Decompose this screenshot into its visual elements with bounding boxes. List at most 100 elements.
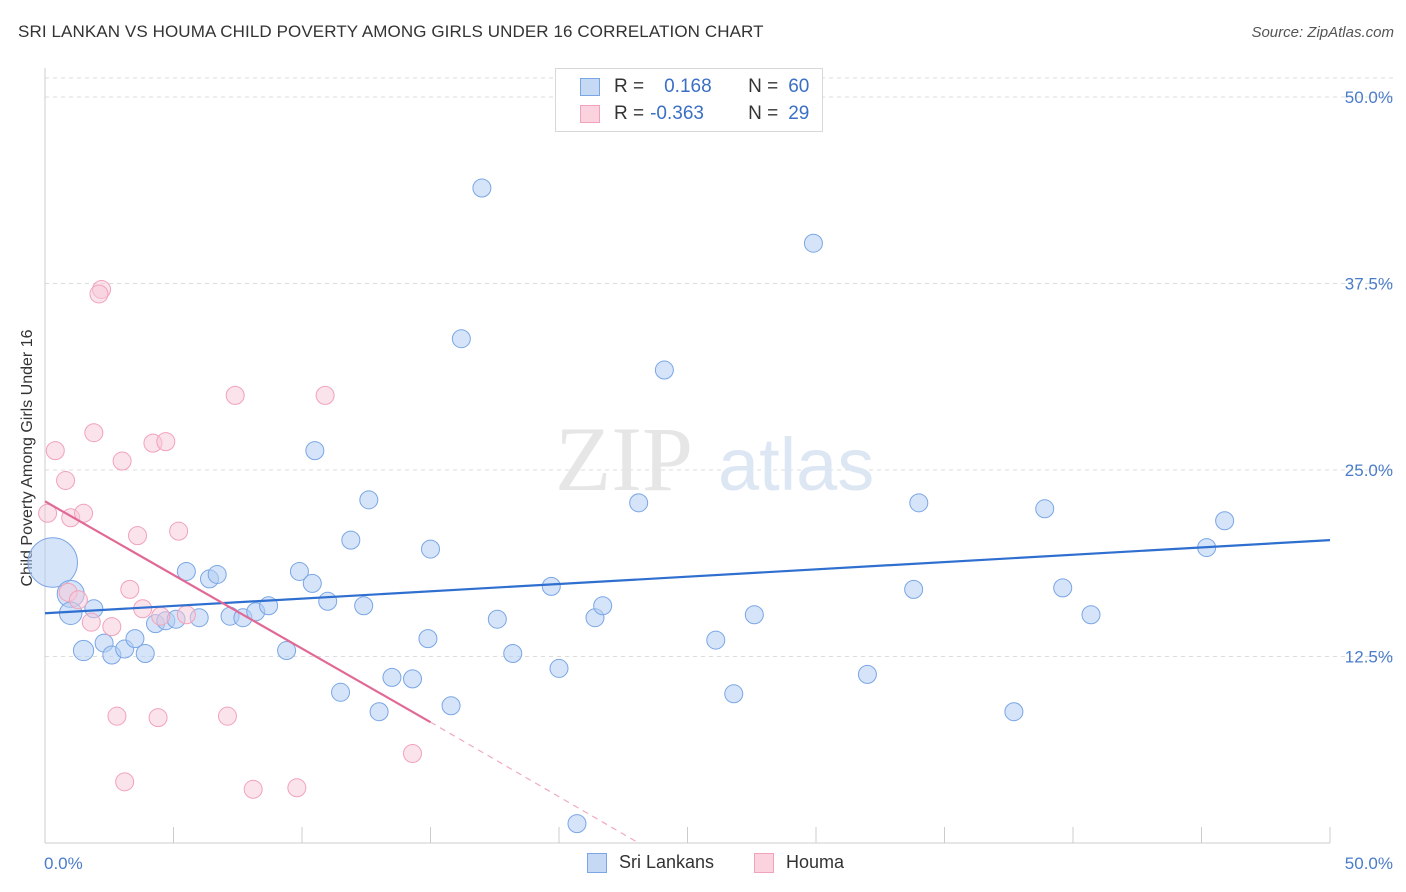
sri-lankans-point [125, 629, 145, 649]
sri-lankans-point [593, 596, 613, 616]
y-tick-label: 50.0% [1345, 88, 1393, 107]
sri-lankans-point [403, 669, 423, 689]
houma-point [45, 441, 65, 461]
grid-lines [45, 77, 1394, 657]
x-tick-label: 0.0% [44, 854, 83, 873]
houma-point [38, 503, 58, 523]
houma-point [120, 579, 140, 599]
houma-point [128, 526, 148, 546]
sri-lankans-point [176, 561, 196, 581]
r-value: -0.363 [650, 103, 704, 124]
houma-point [89, 284, 109, 304]
sri-lankans-point [289, 561, 309, 581]
houma-point [68, 590, 88, 610]
n-value: 29 [788, 103, 810, 124]
sri-lankans-point [451, 329, 471, 349]
r-value: 0.168 [664, 76, 712, 97]
chart-title: SRI LANKAN VS HOUMA CHILD POVERTY AMONG … [18, 22, 764, 41]
axes [44, 68, 1331, 844]
sri-lankans-point [277, 641, 297, 661]
y-tick-label: 12.5% [1345, 648, 1393, 667]
houma-point [403, 743, 423, 763]
x-tick-label: 50.0% [1345, 854, 1393, 873]
houma-point [315, 385, 335, 405]
sri-lankans-point [472, 178, 492, 198]
houma-points [38, 279, 423, 799]
sri-lankans-point [341, 530, 361, 550]
houma-point [151, 606, 171, 626]
sri-lankans-point [857, 664, 877, 684]
houma-point [112, 451, 132, 471]
tick-labels: 12.5% 25.0% 37.5% 50.0% 0.0% 50.0% [44, 88, 1393, 873]
sri-lankans-point [724, 684, 744, 704]
legend-item-sri-lankans: Sri Lankans [587, 852, 714, 873]
sri-lankans-point [27, 537, 78, 588]
houma-point [176, 605, 196, 625]
sri-lankans-point [135, 644, 155, 664]
houma-point [84, 423, 104, 443]
houma-point [225, 385, 245, 405]
sri-lankans-point [441, 696, 461, 716]
legend-label: Sri Lankans [619, 852, 715, 872]
y-tick-label: 37.5% [1345, 275, 1393, 294]
r-label: R = [614, 103, 645, 124]
houma-point [243, 779, 263, 799]
houma-point [81, 612, 101, 632]
sri-lankans-swatch [587, 852, 607, 873]
sri-lankans-point [207, 564, 227, 584]
sri-lankans-point [305, 441, 325, 461]
sri-lankans-points [27, 178, 1235, 834]
legend-item-houma: Houma [754, 852, 844, 873]
houma-point [156, 432, 176, 452]
legend-label: Houma [786, 852, 845, 872]
sri-lankans-trend-line [44, 539, 1331, 615]
sri-lankans-point [1081, 605, 1101, 625]
houma-point [102, 617, 122, 637]
houma-trend-extension [430, 721, 637, 843]
sri-lankans-point [1035, 499, 1055, 519]
houma-point [217, 706, 237, 726]
n-label: N = [748, 103, 779, 124]
sri-lankans-point [382, 667, 402, 687]
n-label: N = [748, 76, 779, 97]
sri-lankans-point [503, 644, 523, 664]
sri-lankans-swatch [580, 78, 600, 96]
correlation-legend: R = 0.168 N = 60 R = -0.363 N = 29 [555, 68, 823, 132]
sri-lankans-point [318, 591, 338, 611]
sri-lankans-point [331, 682, 351, 702]
sri-lankans-point [487, 609, 507, 629]
source-label: Source: ZipAtlas.com [1251, 24, 1394, 41]
houma-point [169, 521, 189, 541]
sri-lankans-point [418, 629, 438, 649]
watermark-zip: ZIP [555, 408, 693, 510]
sri-lankans-point [654, 360, 674, 380]
sri-lankans-point [629, 493, 649, 513]
houma-point [148, 708, 168, 728]
series-legend: Sri Lankans Houma [0, 852, 1406, 878]
r-label: R = [614, 76, 645, 97]
houma-point [107, 706, 127, 726]
sri-lankans-point [72, 639, 95, 662]
sri-lankans-point [421, 539, 440, 559]
sri-lankans-point [909, 493, 929, 513]
sri-lankans-point [1004, 702, 1024, 722]
houma-trend-line [44, 500, 432, 724]
y-tick-label: 25.0% [1345, 461, 1393, 480]
sri-lankans-point [803, 233, 823, 253]
sri-lankans-point [744, 605, 764, 625]
sri-lankans-point [359, 490, 379, 510]
sri-lankans-point [549, 658, 569, 678]
houma-swatch [580, 105, 600, 123]
watermark-atlas: atlas [718, 423, 874, 506]
legend-row-sri-lankans: R = 0.168 N = 60 [580, 75, 809, 99]
n-value: 60 [788, 76, 810, 97]
sri-lankans-point [706, 630, 726, 650]
legend-row-houma: R = -0.363 N = 29 [580, 102, 809, 126]
sri-lankans-point [354, 596, 374, 616]
sri-lankans-point [567, 814, 587, 834]
sri-lankans-point [541, 576, 561, 596]
houma-point [287, 778, 307, 798]
houma-point [115, 772, 135, 792]
sri-lankans-point [1053, 578, 1073, 598]
